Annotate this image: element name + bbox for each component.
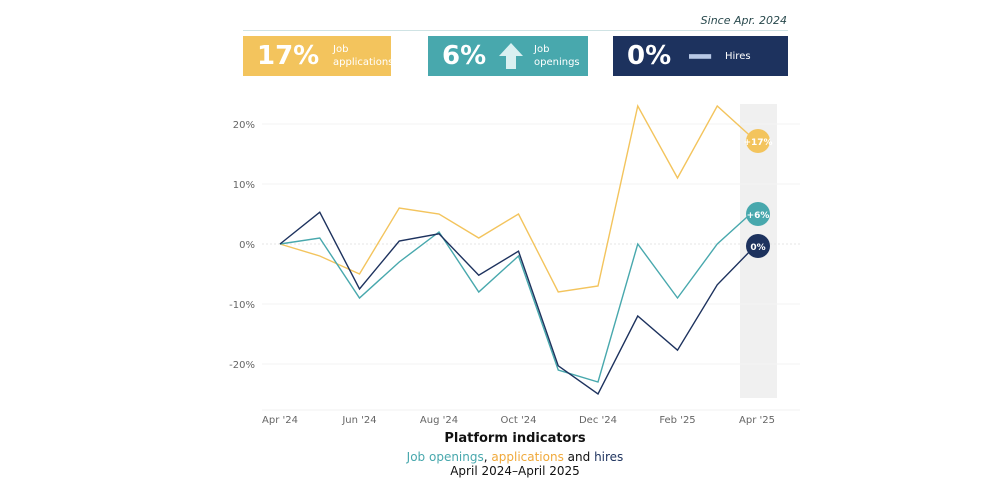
subtitle-applications: applications [491, 450, 564, 464]
card-pct: 17% [257, 41, 320, 71]
chart-title: Platform indicators [444, 431, 586, 446]
card-label: Hires [725, 50, 751, 62]
x-tick-label: Apr '24 [262, 415, 298, 426]
series-line-job-openings [279, 207, 758, 383]
card-label: Job openings [534, 43, 580, 69]
series-line-applications [279, 104, 758, 293]
card-label-line1: Job [333, 44, 349, 55]
card-openings: 6% Job openings [428, 36, 588, 76]
y-tick-label: -10% [229, 300, 255, 311]
y-tick-label: 0% [239, 240, 255, 251]
card-label-line2: openings [534, 57, 580, 68]
card-applications: 17% Job applications [243, 36, 393, 76]
x-tick-label: Dec '24 [579, 415, 617, 426]
arrow-up-icon [499, 43, 523, 69]
card-hires: 0% Hires [613, 36, 788, 76]
line-chart: 20% 10% 0% -10% -20% Apr '24 Jun '24 Aug '24 Oct… [229, 104, 800, 426]
chart-daterange: April 2024–April 2025 [450, 464, 580, 478]
divider [243, 30, 788, 31]
dash-icon [689, 54, 712, 59]
y-tick-label: 20% [233, 120, 255, 131]
x-tick-label: Aug '24 [420, 415, 458, 426]
x-tick-label: Apr '25 [739, 415, 775, 426]
card-pct: 6% [442, 41, 487, 71]
card-pct: 0% [627, 41, 672, 71]
card-label-line1: Job [534, 44, 550, 55]
x-tick-label: Oct '24 [501, 415, 537, 426]
y-tick-label: -20% [229, 360, 255, 371]
card-label: Job applications [333, 43, 393, 69]
end-label-text: +17% [743, 138, 772, 148]
subtitle-openings: Job openings [406, 450, 484, 464]
end-label-badge [746, 202, 770, 226]
subtitle-sep: , [483, 450, 492, 464]
end-label-text: +6% [747, 211, 770, 221]
since-label: Since Apr. 2024 [700, 14, 787, 27]
end-label-badge [746, 129, 770, 153]
card-label-line2: applications [333, 57, 394, 68]
series-line-hires [279, 211, 758, 396]
chart-subtitle: Job openings, applications and hires [0, 450, 1000, 464]
subtitle-and: and [563, 450, 595, 464]
x-tick-label: Jun '24 [341, 415, 376, 426]
subtitle-hires: hires [594, 450, 624, 464]
end-label-badge [746, 234, 770, 258]
end-label-text: 0% [750, 243, 765, 253]
y-tick-label: 10% [233, 180, 255, 191]
x-tick-label: Feb '25 [659, 415, 695, 426]
